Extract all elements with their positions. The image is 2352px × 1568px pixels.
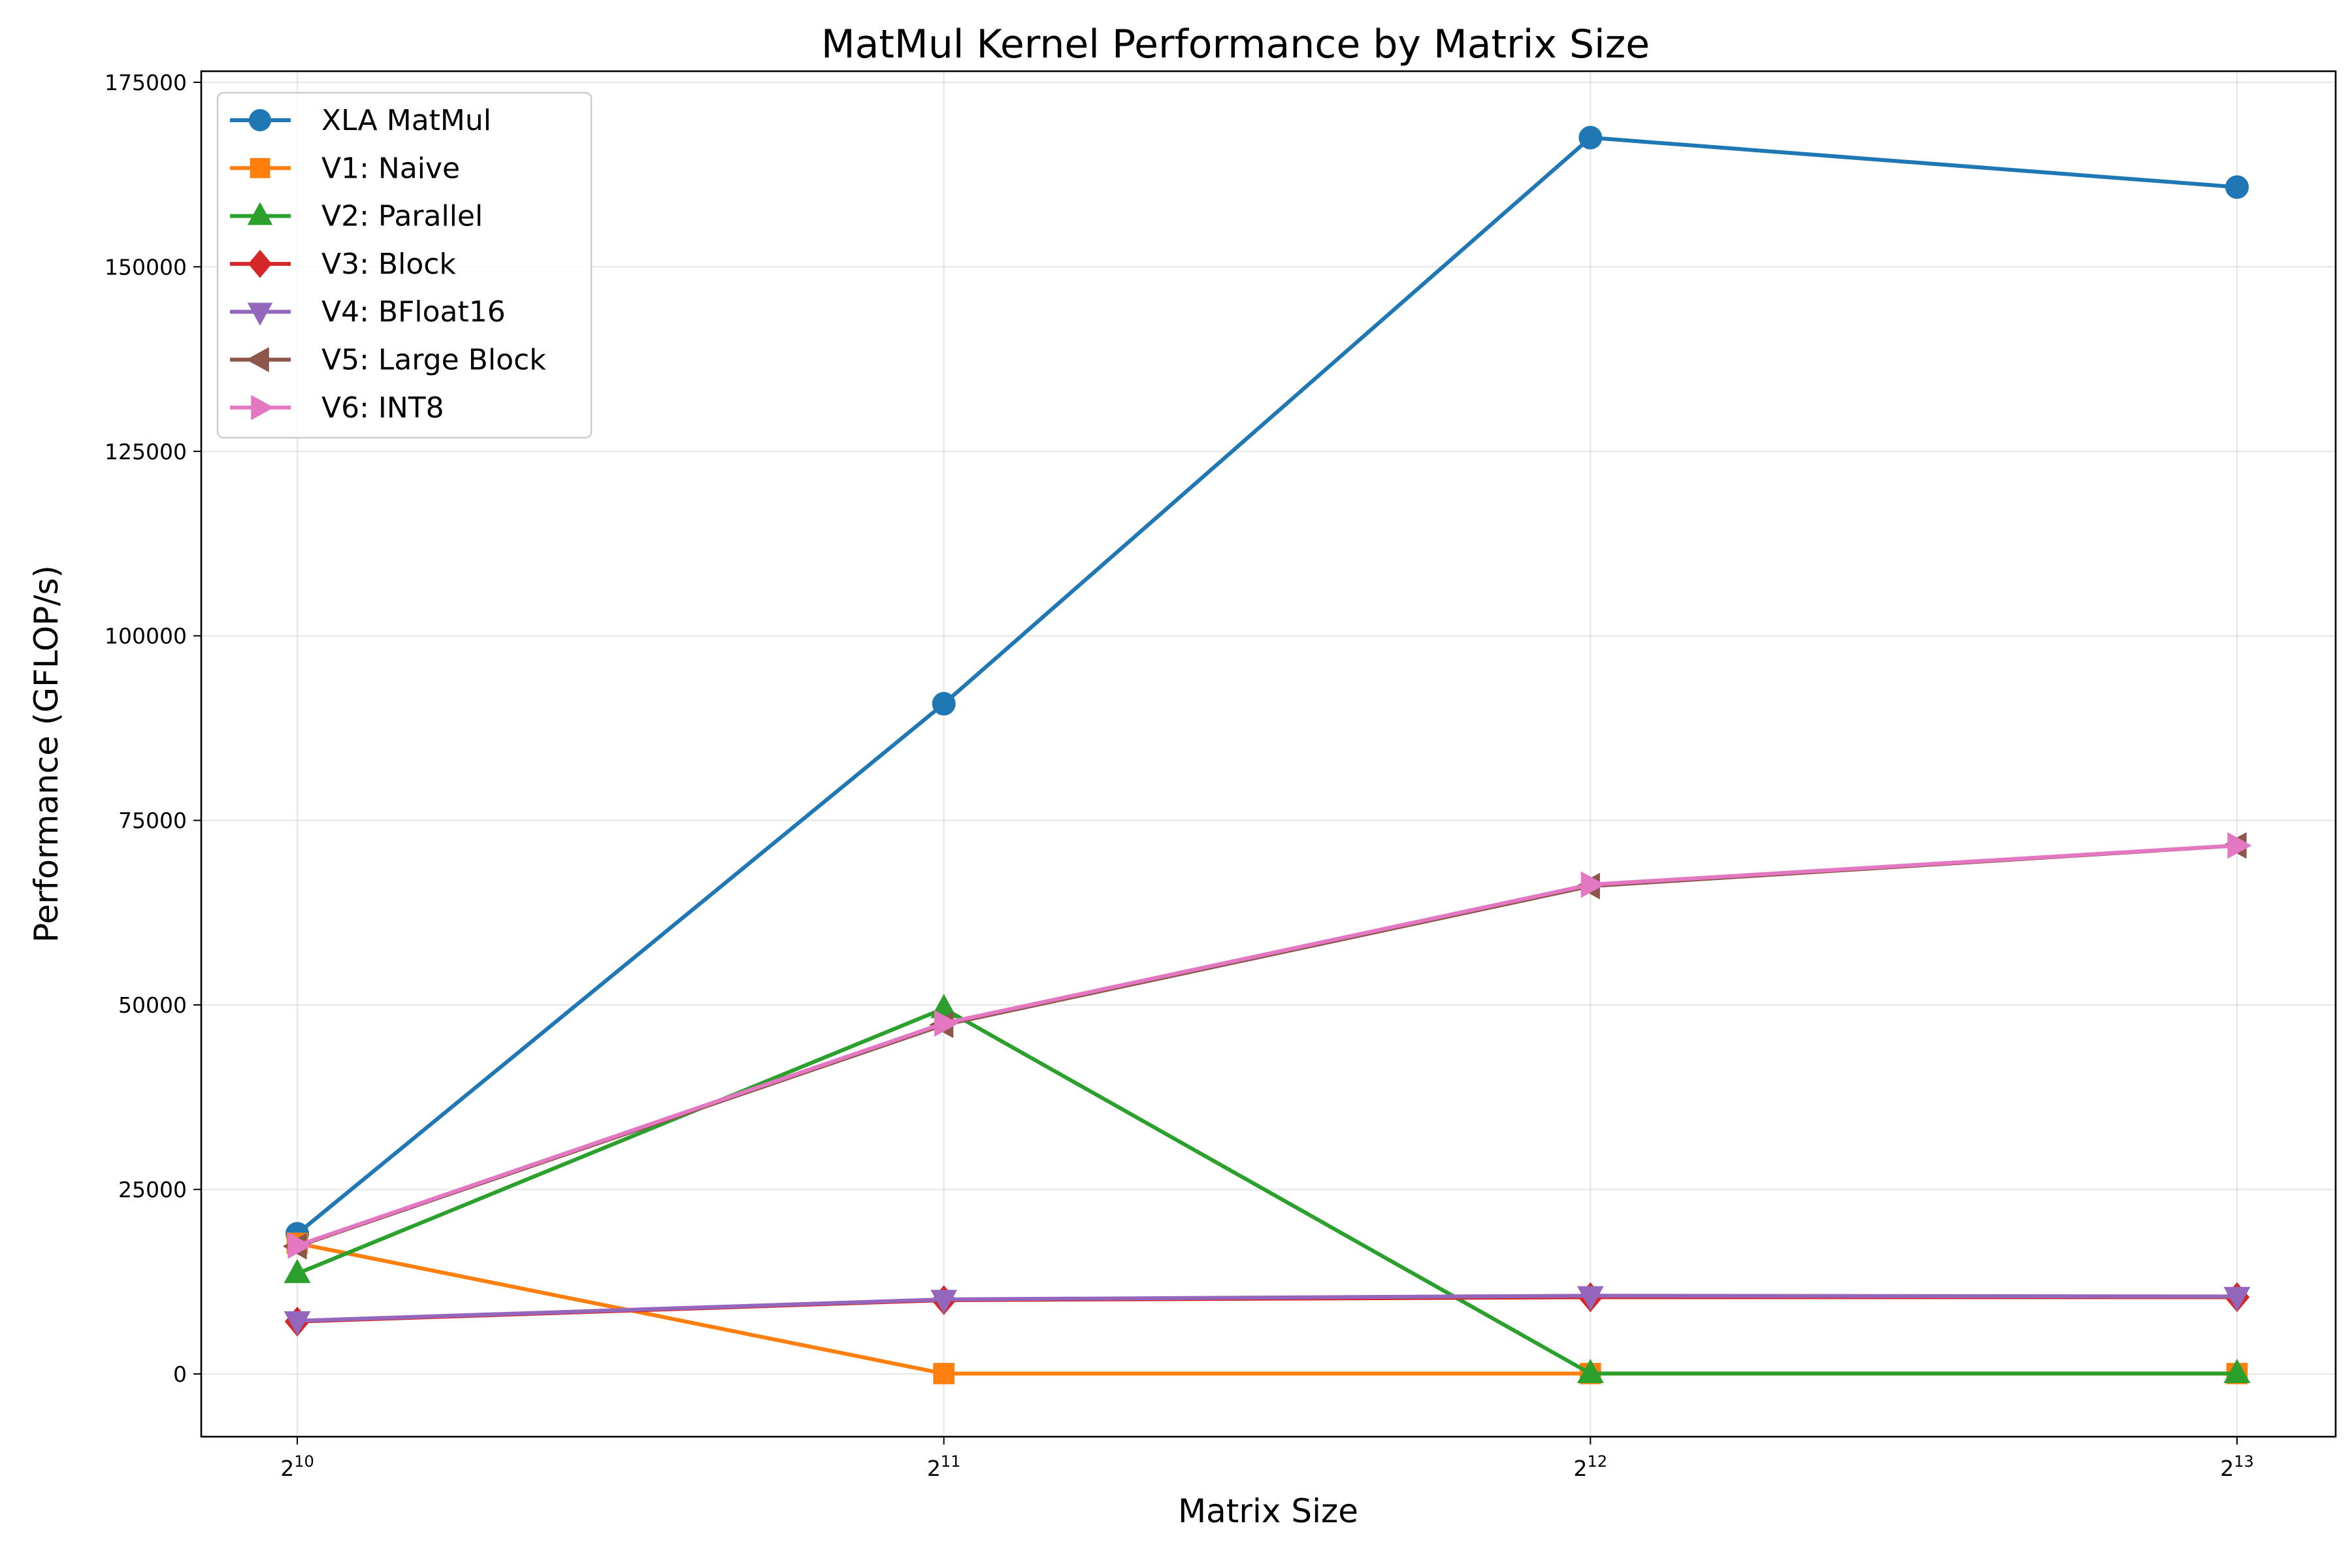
- legend-label: XLA MatMul: [321, 104, 491, 137]
- legend: XLA MatMul V1: Naive V2: Parallel V3: Block…: [216, 91, 593, 439]
- legend-label: V1: Naive: [321, 152, 460, 185]
- data-point-xla-matmul: [1578, 125, 1603, 150]
- legend-marker: [251, 395, 274, 421]
- y-axis: 0 25000 50000 75000 100000 125000 150000 175000: [105, 70, 201, 1387]
- data-point-xla-matmul: [932, 692, 956, 716]
- legend-item-v6-int8: V6: INT8: [230, 391, 444, 425]
- legend-box: [216, 91, 593, 439]
- legend-label: V5: Large Block: [321, 344, 546, 377]
- data-point-v6-int8: [934, 1009, 959, 1037]
- data-point-v2-parallel: [284, 1258, 311, 1283]
- chart-title: MatMul Kernel Performance by Matrix Size: [821, 22, 1650, 67]
- series-line-v6-int8: [295, 843, 2239, 1248]
- legend-label: V4: BFloat16: [321, 295, 506, 329]
- y-tick-label: 100000: [105, 623, 187, 649]
- plot-frame: [200, 70, 2337, 1438]
- legend-marker: [250, 157, 270, 178]
- legend-label: V6: INT8: [321, 391, 444, 425]
- y-tick-label: 75000: [118, 808, 187, 834]
- x-tick-label: 212: [1574, 1452, 1608, 1481]
- data-point-v4-bfloat16: [2223, 1286, 2251, 1311]
- legend-item-v4-bfloat16: V4: BFloat16: [230, 295, 506, 329]
- legend-marker: [248, 250, 272, 278]
- x-tick-label: 213: [2220, 1452, 2254, 1481]
- legend-item-v1-naive: V1: Naive: [230, 152, 460, 185]
- x-tick-label: 211: [927, 1452, 961, 1481]
- data-point-v6-int8: [1580, 871, 1605, 898]
- y-tick-label: 0: [173, 1362, 187, 1387]
- x-tick-label: 210: [280, 1452, 314, 1481]
- series-layer: [282, 125, 2252, 1384]
- y-tick-label: 150000: [105, 254, 187, 280]
- y-axis-title: Performance (GFLOP/s): [27, 565, 65, 943]
- legend-marker: [249, 109, 271, 131]
- y-tick-label: 50000: [118, 992, 187, 1018]
- series-v6-int8: [287, 832, 2252, 1259]
- legend-item-v3-block: V3: Block: [230, 248, 456, 281]
- data-point-v2-parallel: [1576, 1358, 1604, 1384]
- data-point-v4-bfloat16: [284, 1311, 311, 1336]
- series-v4-bfloat16: [284, 1286, 2251, 1336]
- legend-marker: [246, 347, 269, 372]
- data-point-xla-matmul: [2225, 175, 2249, 199]
- legend-item-v5-large-block: V5: Large Block: [230, 344, 546, 377]
- data-point-v4-bfloat16: [930, 1290, 958, 1315]
- series-v2-parallel: [284, 994, 2251, 1384]
- y-tick-label: 125000: [105, 439, 187, 465]
- legend-item-xla-matmul: XLA MatMul: [230, 104, 491, 137]
- data-point-v1-naive: [933, 1363, 955, 1384]
- x-axis-title: Matrix Size: [1178, 1492, 1358, 1530]
- legend-marker: [247, 202, 273, 225]
- legend-label: V3: Block: [321, 248, 456, 281]
- legend-item-v2-parallel: V2: Parallel: [230, 200, 483, 233]
- x-axis: 210 211 212 213: [280, 1437, 2254, 1481]
- series-line-v2-parallel: [295, 1006, 2239, 1376]
- legend-marker: [247, 302, 273, 326]
- data-point-v2-parallel: [2223, 1358, 2251, 1384]
- data-point-v6-int8: [287, 1232, 312, 1259]
- series-line-v4-bfloat16: [295, 1294, 2239, 1323]
- y-tick-label: 175000: [105, 70, 187, 95]
- y-tick-label: 25000: [118, 1177, 187, 1203]
- grid: [201, 71, 2336, 1437]
- data-point-v6-int8: [2227, 832, 2252, 859]
- data-point-v4-bfloat16: [1576, 1286, 1604, 1311]
- legend-label: V2: Parallel: [321, 200, 483, 233]
- series-line-xla-matmul: [295, 135, 2239, 1236]
